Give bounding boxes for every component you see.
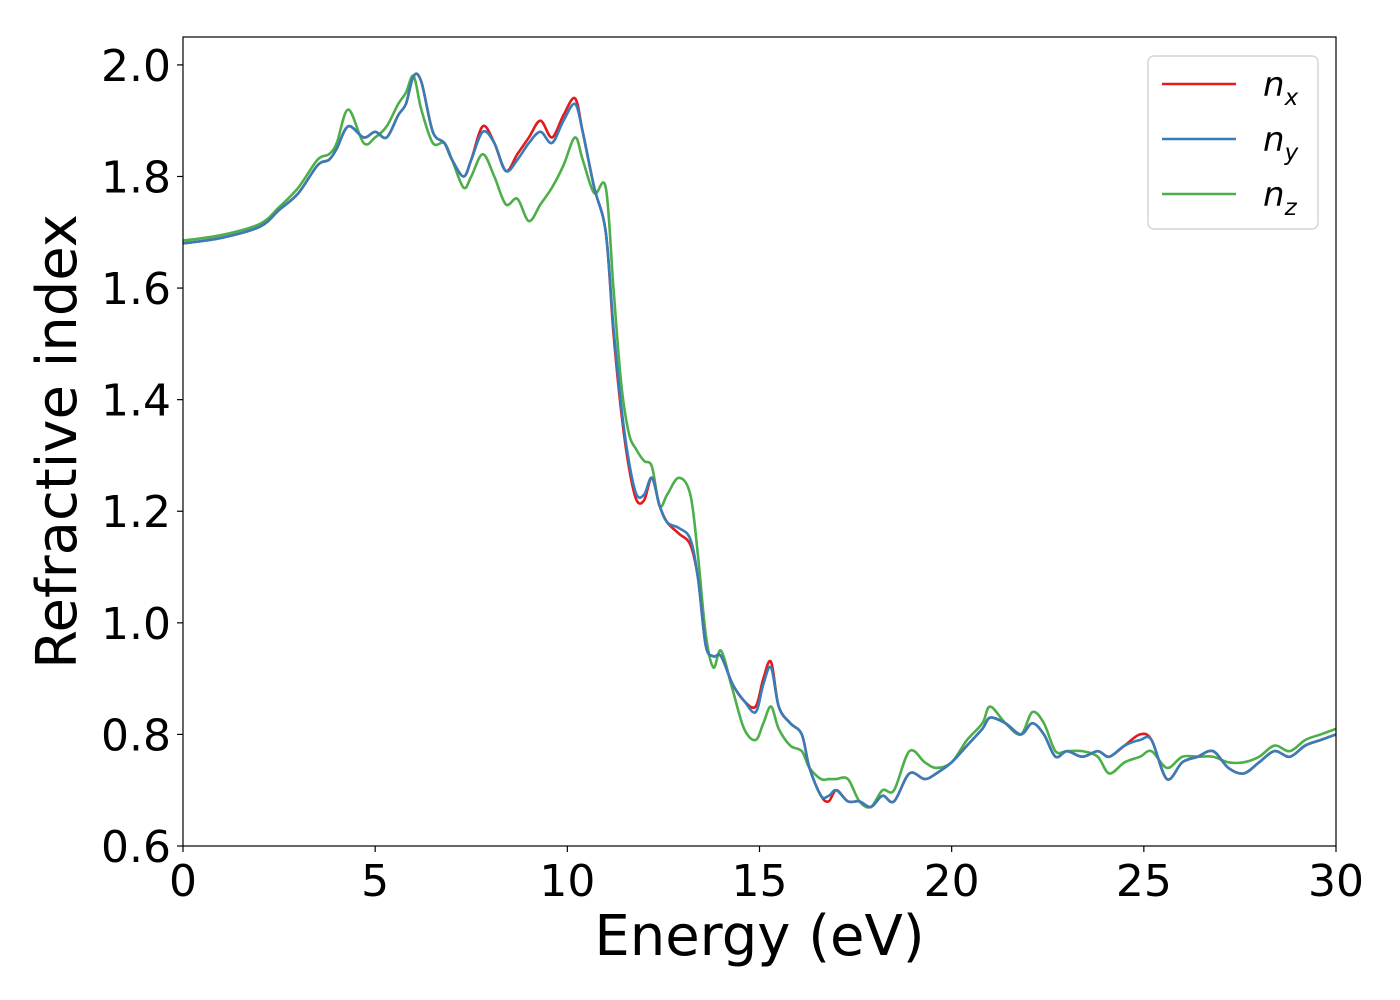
y-tick-label: 0.6 [101, 822, 171, 873]
x-tick-label: 0 [169, 856, 197, 907]
y-tick-label: 0.8 [101, 710, 171, 761]
y-tick-label: 1.6 [101, 264, 171, 315]
y-axis-ticks: 0.6 0.8 1.0 1.2 1.4 1.6 1.8 2.0 [101, 41, 183, 873]
y-axis-label: Refractive index [25, 214, 90, 669]
series-line-y [183, 72, 1336, 809]
x-tick-label: 30 [1308, 856, 1364, 907]
y-tick-label: 2.0 [101, 41, 171, 92]
series-layer [183, 72, 1336, 809]
x-tick-label: 20 [924, 856, 980, 907]
y-tick-label: 1.8 [101, 152, 171, 203]
legend-label-y: ny [1263, 120, 1299, 166]
x-axis-label: Energy (eV) [594, 904, 924, 969]
y-tick-label: 1.0 [101, 599, 171, 650]
legend-box [1147, 55, 1319, 230]
x-tick-label: 10 [539, 856, 595, 907]
x-tick-label: 5 [361, 856, 389, 907]
legend: nx ny nz [1147, 55, 1319, 230]
y-tick-label: 1.4 [101, 376, 171, 427]
x-axis-ticks: 0 5 10 15 20 25 30 [169, 846, 1364, 907]
legend-label-z: nz [1263, 175, 1298, 221]
legend-label-x: nx [1263, 65, 1299, 111]
x-tick-label: 25 [1116, 856, 1172, 907]
x-tick-label: 15 [732, 856, 788, 907]
y-tick-label: 1.2 [101, 487, 171, 538]
